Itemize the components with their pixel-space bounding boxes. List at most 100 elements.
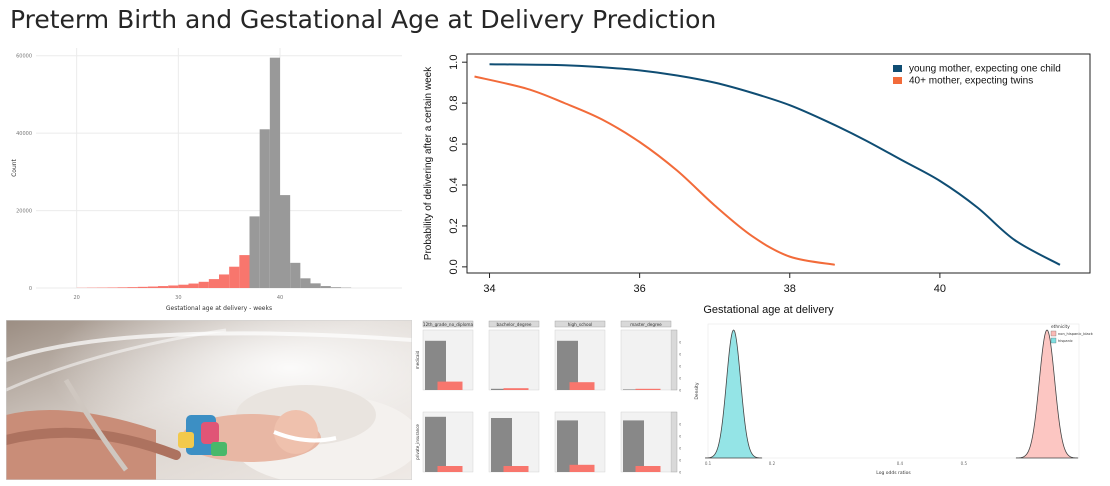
legend-title: ethnicity — [1051, 324, 1070, 330]
facet-y-tick-label: 0.0 — [679, 471, 681, 475]
y-axis-label: Count — [11, 158, 18, 176]
y-tick-label: 1.0 — [448, 55, 460, 70]
facet-label: 12th_grade_no_diploma — [423, 322, 474, 327]
legend-swatch-0 — [893, 65, 902, 72]
x-tick-label: 0.5 — [961, 461, 968, 466]
facet-bar-secondary — [437, 381, 463, 390]
facet-bar-primary — [491, 418, 512, 472]
facet-bar-primary — [623, 389, 644, 390]
facet-row-label: private_insurance — [415, 424, 420, 460]
facet-label: master_degree — [630, 322, 662, 327]
histogram-bar — [219, 274, 230, 288]
histogram-bar — [117, 287, 128, 288]
legend-label-0: young mother, expecting one child — [909, 64, 1061, 75]
facet-bar-secondary — [569, 464, 595, 472]
facet-label: bachelor_degree — [497, 322, 532, 327]
facet-bar-primary — [425, 340, 446, 390]
facet-plot-area — [488, 329, 540, 391]
x-tick-label: 0.1 — [705, 461, 712, 466]
x-tick-label: 34 — [483, 283, 495, 295]
facet-y-tick-label: 0.6 — [679, 353, 681, 357]
facet-row-label: medicaid — [415, 350, 420, 369]
histogram-bar — [127, 287, 138, 288]
histogram-bar — [259, 129, 270, 288]
histogram-bar — [269, 57, 280, 288]
x-axis-label: Gestational age at delivery — [703, 304, 834, 316]
histogram-bar — [239, 255, 250, 288]
y-axis-label: Probability of delivering after a certai… — [423, 66, 434, 260]
histogram-bar — [168, 285, 179, 288]
series-line-1 — [474, 75, 835, 266]
histogram-bar — [158, 286, 169, 288]
facet-y-tick-label: 0.0 — [679, 389, 681, 393]
facet-strip — [488, 320, 540, 328]
x-tick-label: 30 — [175, 295, 181, 301]
x-axis-label: Log odds ratios — [876, 470, 911, 476]
facet-y-tick-label: 0.4 — [679, 447, 681, 451]
histogram-bar — [310, 283, 321, 288]
x-tick-label: 40 — [277, 295, 283, 301]
facet-label: high_school — [568, 322, 593, 327]
facet-row-strip — [670, 329, 678, 391]
photo-panel — [6, 320, 412, 480]
histogram-bar — [208, 279, 219, 288]
histogram-bar — [249, 216, 260, 288]
x-tick-label: 38 — [784, 283, 796, 295]
facet-strip — [554, 320, 606, 328]
facet-bar-secondary — [437, 466, 463, 472]
y-tick-label: 0 — [29, 286, 32, 292]
histogram-bar — [290, 262, 301, 288]
histogram-bar — [137, 286, 148, 288]
y-tick-label: 0.6 — [448, 136, 460, 151]
facet-plot-area — [620, 329, 672, 391]
facet-bars-panel: 12th_grade_no_diploma bachelor_degree high… — [415, 320, 681, 480]
facet-strip — [422, 320, 474, 328]
histogram-bar — [330, 287, 341, 288]
histogram-bar — [188, 283, 199, 288]
density-area-1 — [705, 329, 763, 459]
legend-swatch-1 — [1050, 337, 1057, 344]
density-area-0 — [1015, 329, 1079, 459]
facet-y-tick-label: 0.2 — [679, 377, 681, 381]
facet-y-tick-label: 0.8 — [679, 341, 681, 345]
histogram-bar — [147, 286, 158, 288]
y-tick-label: 40000 — [16, 131, 32, 137]
facet-bar-secondary — [635, 466, 661, 472]
facet-bar-secondary — [569, 382, 595, 390]
legend-swatch-0 — [1050, 330, 1057, 337]
histogram-bar — [280, 195, 291, 288]
delivery-probability-chart: 0.0 0.2 0.4 0.6 0.8 1.0 34 36 38 40 young mother, … — [423, 53, 1091, 316]
facet-bar-primary — [557, 420, 578, 472]
histogram-bar — [198, 281, 209, 288]
legend-label-0: non_hispanic_black — [1058, 332, 1094, 336]
x-tick-label: 0.2 — [769, 461, 776, 466]
facet-bar-secondary — [635, 388, 661, 390]
facet-y-tick-label: 0.4 — [679, 365, 681, 369]
density-chart: 0.1 0.2 0.4 0.5 Log odds ratios Density ethnic… — [694, 323, 1094, 476]
y-tick-label: 60000 — [16, 54, 32, 60]
y-tick-label: 0.2 — [448, 218, 460, 233]
legend-swatch-1 — [893, 77, 902, 84]
histogram-chart: 0 20000 40000 60000 20 30 40 Gestational age at… — [11, 48, 402, 312]
facet-bar-primary — [623, 420, 644, 472]
facet-bar-secondary — [503, 388, 529, 390]
series-line-0 — [489, 63, 1061, 266]
x-axis-label: Gestational age at delivery - weeks — [166, 305, 272, 312]
density-panel: 0.1 0.2 0.4 0.5 Log odds ratios Density ethnic… — [684, 320, 1103, 480]
x-tick-label: 0.4 — [897, 461, 904, 466]
histogram-bar — [229, 266, 240, 288]
facet-bar-primary — [491, 388, 512, 390]
legend-label-1: 40+ mother, expecting twins — [909, 76, 1033, 87]
page-title: Preterm Birth and Gestational Age at Del… — [10, 5, 717, 34]
facet-bars-chart: 12th_grade_no_diploma bachelor_degree high… — [415, 320, 681, 475]
y-axis-label: Density — [694, 382, 700, 399]
plot-background — [36, 48, 402, 288]
facet-bar-primary — [557, 340, 578, 390]
histogram-bar — [107, 287, 118, 288]
plot-frame — [466, 53, 1091, 274]
histogram-bar — [320, 286, 331, 288]
facet-row-strip — [670, 411, 678, 473]
facet-y-tick-label: 0.6 — [679, 435, 681, 439]
legend-label-1: hispanic — [1058, 339, 1073, 343]
delivery-probability-panel: 0.0 0.2 0.4 0.6 0.8 1.0 34 36 38 40 young mother, … — [415, 36, 1103, 316]
